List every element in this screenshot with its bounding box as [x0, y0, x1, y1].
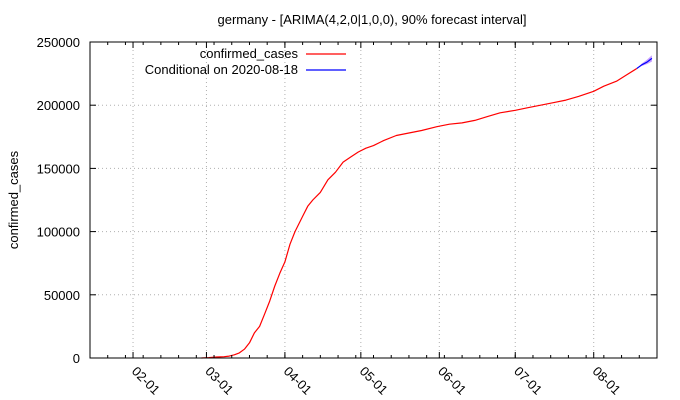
y-tick-label: 200000 — [37, 98, 80, 113]
y-tick-label: 150000 — [37, 161, 80, 176]
x-tick-label: 04-01 — [281, 364, 315, 398]
y-axis-label: confirmed_cases — [6, 150, 21, 249]
grid — [90, 42, 657, 358]
series-line-1 — [636, 57, 653, 69]
y-tick-label: 100000 — [37, 225, 80, 240]
x-tick-label: 02-01 — [129, 364, 163, 398]
legend-label-confirmed-cases: confirmed_cases — [200, 46, 299, 61]
y-tick-label: 0 — [73, 351, 80, 366]
chart-title: germany - [ARIMA(4,2,0|1,0,0), 90% forec… — [217, 12, 526, 27]
x-tick-label: 03-01 — [202, 364, 236, 398]
legend-label-conditional: Conditional on 2020-08-18 — [145, 62, 298, 77]
x-axis: 02-01 03-01 04-01 05-01 06-01 07-01 08-01 — [107, 42, 640, 398]
series-layer — [201, 57, 653, 359]
plot-frame — [89, 41, 658, 359]
x-tick-label: 06-01 — [435, 364, 469, 398]
x-tick-label: 07-01 — [511, 364, 545, 398]
x-tick-label: 08-01 — [590, 364, 624, 398]
y-axis: 0 50000 100000 150000 200000 250000 — [37, 35, 657, 366]
legend: confirmed_cases Conditional on 2020-08-1… — [145, 46, 346, 77]
y-tick-label: 250000 — [37, 35, 80, 50]
y-tick-label: 50000 — [44, 288, 80, 303]
x-tick-label: 05-01 — [357, 364, 391, 398]
series-line-0 — [201, 67, 638, 359]
